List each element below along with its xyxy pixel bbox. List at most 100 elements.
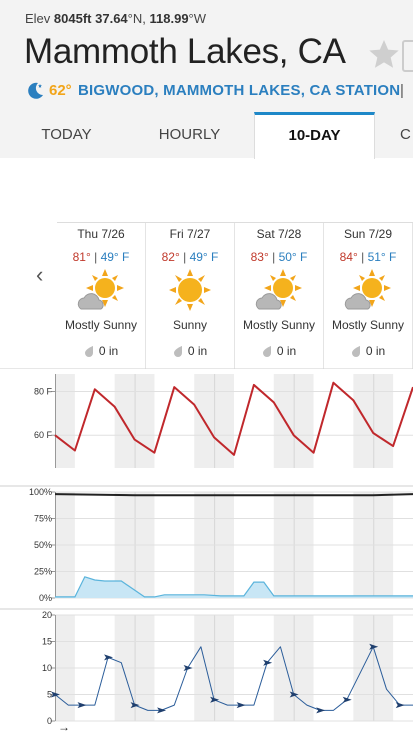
wind-direction-arrow: [263, 659, 273, 666]
series-line: [54, 381, 413, 456]
condition-text: Mostly Sunny: [331, 318, 405, 332]
y-tick-label: 100%: [29, 487, 52, 497]
y-tick-label: 0: [47, 716, 52, 726]
precip-amount: 0 in: [276, 344, 297, 358]
city-title: Mammoth Lakes, CA: [24, 32, 346, 71]
y-tick-label: 0%: [39, 593, 52, 603]
series-line: [54, 646, 413, 711]
elev-label: Elev: [25, 11, 51, 26]
elev-value: 8045ft: [53, 11, 92, 26]
wind-direction-arrow: [289, 691, 299, 698]
moon-icon: [28, 82, 43, 99]
raindrop-icon: [351, 346, 360, 357]
night-band: [214, 374, 234, 468]
precip-amount: 0 in: [98, 344, 119, 358]
longitude-unit: °W: [188, 11, 207, 26]
y-tick-label: 80 F: [34, 386, 53, 396]
low-temp: 49° F: [100, 250, 130, 264]
condition-text: Mostly Sunny: [242, 318, 316, 332]
wind-direction-arrow: [157, 707, 167, 714]
forecast-graphs: 80 F 60 F 100% 75% 50% 25% 0% 20 15 10 5 0 →: [0, 368, 413, 734]
station-link[interactable]: BIGWOOD, MAMMOTH LAKES, CA STATION: [78, 82, 401, 99]
raindrop-icon: [84, 346, 93, 357]
night-band: [293, 374, 314, 468]
day-column[interactable]: Sat 7/28 83° | 50° F Mostly Sunny 0 in: [235, 223, 324, 369]
separator: |: [400, 82, 404, 99]
precipitation: 0 in: [235, 344, 323, 358]
high-temp: 83°: [250, 250, 269, 264]
scroll-right-arrow[interactable]: →: [58, 720, 70, 734]
high-temp: 81°: [72, 250, 91, 264]
wind-direction-arrow: [104, 654, 114, 661]
low-temp: 50° F: [278, 250, 308, 264]
share-box-icon[interactable]: [402, 40, 413, 72]
precip-amount: 0 in: [187, 344, 208, 358]
wind-direction-arrow: [316, 707, 326, 714]
y-tick-label: 5: [47, 690, 52, 700]
high-temp: 84°: [339, 250, 358, 264]
latitude-unit: °N,: [127, 11, 146, 26]
latitude: 37.64: [95, 11, 128, 26]
day-column[interactable]: Thu 7/26 81° | 49° F Mostly Sunny 0 in: [57, 223, 146, 369]
day-hi-lo: 83° | 50° F: [250, 250, 308, 264]
y-tick-label: 75%: [34, 514, 52, 524]
wind-direction-arrow: [210, 696, 220, 703]
precip-amount: 0 in: [365, 344, 386, 358]
day-label: Sat 7/28: [256, 227, 302, 241]
mostly-sunny-icon: [255, 269, 302, 310]
y-tick-label: 60 F: [34, 430, 53, 440]
day-column[interactable]: Fri 7/27 82° | 49° F Sunny 0 in: [146, 223, 235, 369]
elevation-coordinates: Elev 8045ft 37.64°N, 118.99°W: [25, 11, 206, 26]
precipitation: 0 in: [146, 344, 234, 358]
condition-text: Sunny: [172, 318, 208, 332]
night-band: [114, 374, 135, 468]
tab-more[interactable]: C: [400, 126, 411, 143]
humidity-precip-chart: 100% 75% 50% 25% 0%: [0, 485, 413, 603]
condition-text: Mostly Sunny: [64, 318, 138, 332]
night-band: [134, 374, 155, 468]
wind-direction-arrow: [77, 702, 87, 709]
day-hi-lo: 84° | 51° F: [339, 250, 397, 264]
series-line: [55, 576, 413, 598]
y-tick-label: 10: [42, 663, 52, 673]
page-header: Elev 8045ft 37.64°N, 118.99°W Mammoth La…: [0, 0, 413, 159]
wind-direction-arrow: [51, 691, 60, 698]
favorite-star-icon[interactable]: [368, 38, 400, 70]
wind-chart: 20 15 10 5 0: [0, 608, 413, 726]
night-band: [353, 374, 374, 468]
temperature-chart: 80 F 60 F: [0, 368, 413, 468]
wind-direction-arrow: [395, 702, 405, 709]
y-tick-label: 15: [42, 637, 52, 647]
tab-hourly[interactable]: HOURLY: [158, 126, 221, 143]
series-line: [54, 493, 413, 497]
raindrop-icon: [173, 346, 182, 357]
day-label: Sun 7/29: [343, 227, 393, 241]
night-band: [273, 374, 294, 468]
y-tick-label: 50%: [34, 540, 52, 550]
day-label: Thu 7/26: [77, 227, 125, 241]
y-tick-label: 25%: [34, 567, 52, 577]
night-band: [55, 374, 75, 468]
day-label: Fri 7/27: [169, 227, 211, 241]
wind-direction-arrow: [236, 702, 246, 709]
night-band: [373, 374, 394, 468]
y-tick-label: 20: [42, 610, 52, 620]
wind-direction-arrow: [342, 696, 352, 703]
day-hi-lo: 82° | 49° F: [161, 250, 219, 264]
precipitation: 0 in: [57, 344, 145, 358]
raindrop-icon: [262, 346, 271, 357]
sunny-icon: [169, 269, 211, 311]
low-temp: 49° F: [189, 250, 219, 264]
longitude: 118.99: [149, 11, 189, 26]
tab-today[interactable]: TODAY: [41, 126, 92, 143]
low-temp: 51° F: [367, 250, 397, 264]
mostly-sunny-icon: [344, 269, 391, 310]
daily-forecast-row: Thu 7/26 81° | 49° F Mostly Sunny 0 in F…: [57, 222, 413, 369]
previous-days-arrow[interactable]: ‹: [36, 262, 44, 287]
tab-bar: TODAY HOURLY 10-DAY C: [0, 112, 413, 159]
mostly-sunny-icon: [77, 269, 124, 310]
tab-10-day[interactable]: 10-DAY: [254, 112, 375, 159]
current-temperature: 62°: [49, 82, 72, 99]
day-hi-lo: 81° | 49° F: [72, 250, 130, 264]
day-column[interactable]: Sun 7/29 84° | 51° F Mostly Sunny 0 in: [324, 223, 413, 369]
